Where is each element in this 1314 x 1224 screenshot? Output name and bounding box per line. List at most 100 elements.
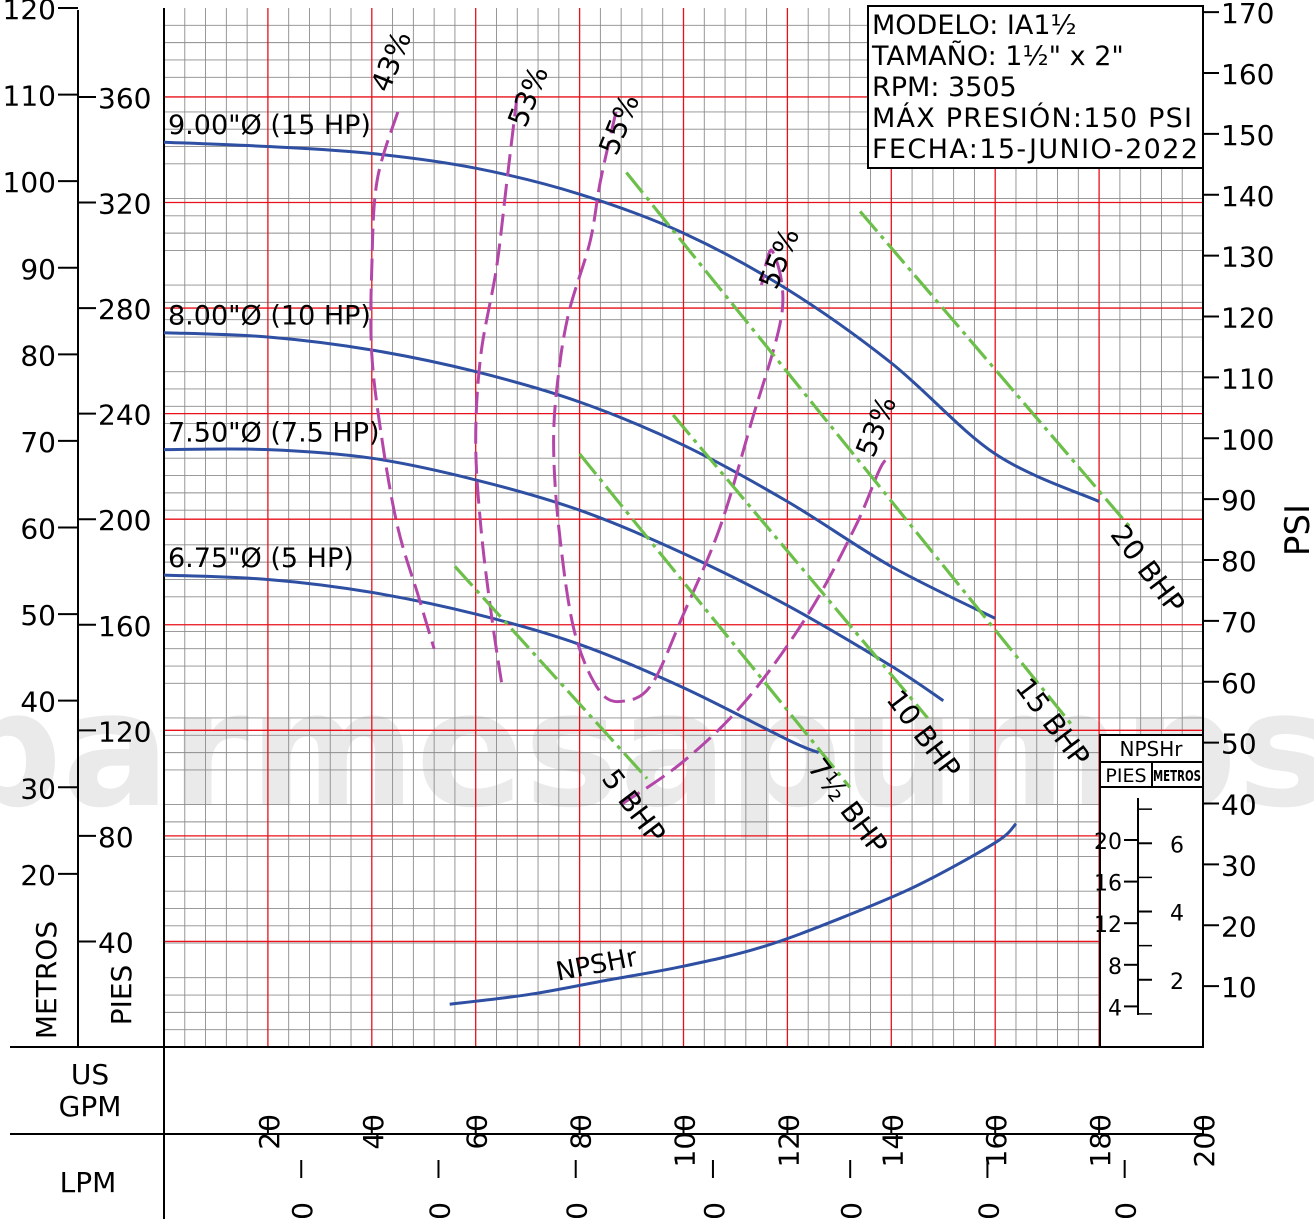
- info-size: TAMAÑO: 1½" x 2": [871, 40, 1124, 72]
- info-box: [867, 5, 1204, 169]
- lpm-tick-label: 300: [561, 1202, 594, 1219]
- psi-tick-label: 160: [1221, 58, 1274, 91]
- psi-tick-label: 110: [1221, 362, 1274, 395]
- psi-tick-label: 50: [1221, 728, 1257, 761]
- lpm-tick-label: 200: [423, 1202, 456, 1219]
- gpm-tick-label: 100: [669, 1114, 702, 1167]
- meters-tick-label: 100: [3, 166, 56, 199]
- npshr-feet-tick-label: 4: [1108, 996, 1122, 1021]
- feet-tick-label: 200: [98, 504, 151, 537]
- feet-tick-label: 320: [98, 188, 151, 221]
- psi-tick-label: 130: [1221, 241, 1274, 274]
- psi-axis-title: PSI: [1278, 504, 1314, 556]
- impeller-curve-1: [163, 140, 1100, 503]
- impeller-curve-label: 8.00"Ø (10 HP): [168, 301, 371, 332]
- npshr-meter-tick-label: 2: [1170, 970, 1184, 995]
- lpm-tick-label: 500: [835, 1202, 868, 1219]
- gpm-tick-label: 40: [357, 1114, 390, 1150]
- psi-tick-label: 20: [1221, 910, 1257, 943]
- watermark-text: barmesapumps: [0, 656, 1314, 843]
- npshr-feet-tick-label: 16: [1094, 872, 1122, 897]
- npshr-inset-col-meters: METROS: [1153, 767, 1201, 785]
- gpm-tick-label: 180: [1084, 1114, 1117, 1167]
- npshr-meter-tick-label: 6: [1170, 833, 1184, 858]
- psi-tick-label: 60: [1221, 667, 1257, 700]
- gpm-axis-title-line2: GPM: [59, 1090, 122, 1123]
- efficiency-curve-2: [474, 94, 519, 684]
- psi-tick-label: 40: [1221, 789, 1257, 822]
- feet-tick-label: 360: [98, 82, 151, 115]
- meters-tick-label: 50: [20, 599, 56, 632]
- feet-tick-label: 240: [98, 399, 151, 432]
- psi-tick-label: 90: [1221, 484, 1257, 517]
- impeller-curve-4: [163, 573, 820, 754]
- npshr-curve: [449, 822, 1018, 1006]
- feet-tick-label: 120: [98, 715, 151, 748]
- psi-tick-label: 170: [1221, 0, 1274, 30]
- psi-tick-label: 120: [1221, 302, 1274, 335]
- psi-tick-label: 80: [1221, 545, 1257, 578]
- efficiency-label: 53%: [849, 391, 903, 461]
- meters-tick-label: 20: [20, 859, 56, 892]
- psi-tick-label: 150: [1221, 119, 1274, 152]
- feet-tick-label: 160: [98, 610, 151, 643]
- gpm-tick-label: 120: [772, 1114, 805, 1167]
- efficiency-curve-4: [620, 456, 893, 806]
- gpm-tick-label: 60: [461, 1114, 494, 1150]
- meters-tick-label: 70: [20, 426, 56, 459]
- efficiency-curve-3: [552, 111, 785, 704]
- info-rpm: RPM: 3505: [872, 72, 1017, 103]
- npshr-meter-tick-label: 4: [1170, 902, 1184, 927]
- meters-tick-label: 90: [20, 253, 56, 286]
- info-date: FECHA:15-JUNIO-2022: [872, 134, 1198, 165]
- meters-tick-label: 120: [3, 0, 56, 26]
- gpm-tick-label: 160: [980, 1114, 1013, 1167]
- power-line-1: [453, 565, 649, 780]
- feet-axis-title: PIES: [105, 965, 138, 1026]
- npshr-inset-title: NPSHr: [1120, 737, 1184, 761]
- lpm-tick-label: 700: [1110, 1202, 1143, 1219]
- gpm-tick-label: 200: [1188, 1114, 1221, 1167]
- impeller-curve-2: [163, 331, 996, 620]
- feet-tick-label: 280: [98, 293, 151, 326]
- npshr-inset-col-feet: PIES: [1105, 765, 1146, 787]
- gpm-tick-label: 140: [876, 1114, 909, 1167]
- psi-tick-label: 140: [1221, 180, 1274, 213]
- efficiency-label: 55%: [752, 223, 806, 293]
- efficiency-curve-1: [369, 111, 436, 650]
- meters-tick-label: 110: [3, 80, 56, 113]
- lpm-tick-label: 400: [698, 1202, 731, 1219]
- power-line-2: [578, 452, 851, 789]
- gpm-tick-label: 80: [565, 1114, 598, 1150]
- meters-tick-label: 60: [20, 513, 56, 546]
- psi-tick-label: 100: [1221, 423, 1274, 456]
- feet-tick-label: 40: [98, 926, 134, 959]
- psi-tick-label: 70: [1221, 606, 1257, 639]
- npshr-feet-tick-label: 20: [1094, 830, 1122, 855]
- npshr-feet-tick-label: 12: [1094, 913, 1122, 938]
- npshr-feet-tick-label: 8: [1108, 955, 1122, 980]
- power-line-3: [671, 413, 929, 720]
- info-model: MODELO: IA1½: [872, 10, 1077, 41]
- power-line-4: [625, 171, 1075, 728]
- impeller-curve-label: 6.75"Ø (5 HP): [168, 543, 354, 574]
- lpm-tick-label: 100: [286, 1202, 319, 1219]
- meters-axis-title: METROS: [30, 921, 63, 1039]
- psi-tick-label: 30: [1221, 849, 1257, 882]
- lpm-axis-title: LPM: [60, 1166, 117, 1199]
- meters-tick-label: 40: [20, 686, 56, 719]
- power-line-label: 20 BHP: [1104, 519, 1192, 620]
- meters-tick-label: 30: [20, 772, 56, 805]
- impeller-curve-label: 7.50"Ø (7.5 HP): [168, 418, 380, 449]
- power-line-5: [858, 210, 1132, 529]
- feet-tick-label: 80: [98, 821, 134, 854]
- impeller-curve-3: [163, 447, 945, 702]
- info-max-pressure: MÁX PRESIÓN:150 PSI: [872, 102, 1192, 134]
- gpm-tick-label: 20: [253, 1114, 286, 1150]
- meters-tick-label: 80: [20, 339, 56, 372]
- psi-tick-label: 10: [1221, 971, 1257, 1004]
- gpm-axis-title-line1: US: [71, 1058, 109, 1091]
- lpm-tick-label: 600: [972, 1202, 1005, 1219]
